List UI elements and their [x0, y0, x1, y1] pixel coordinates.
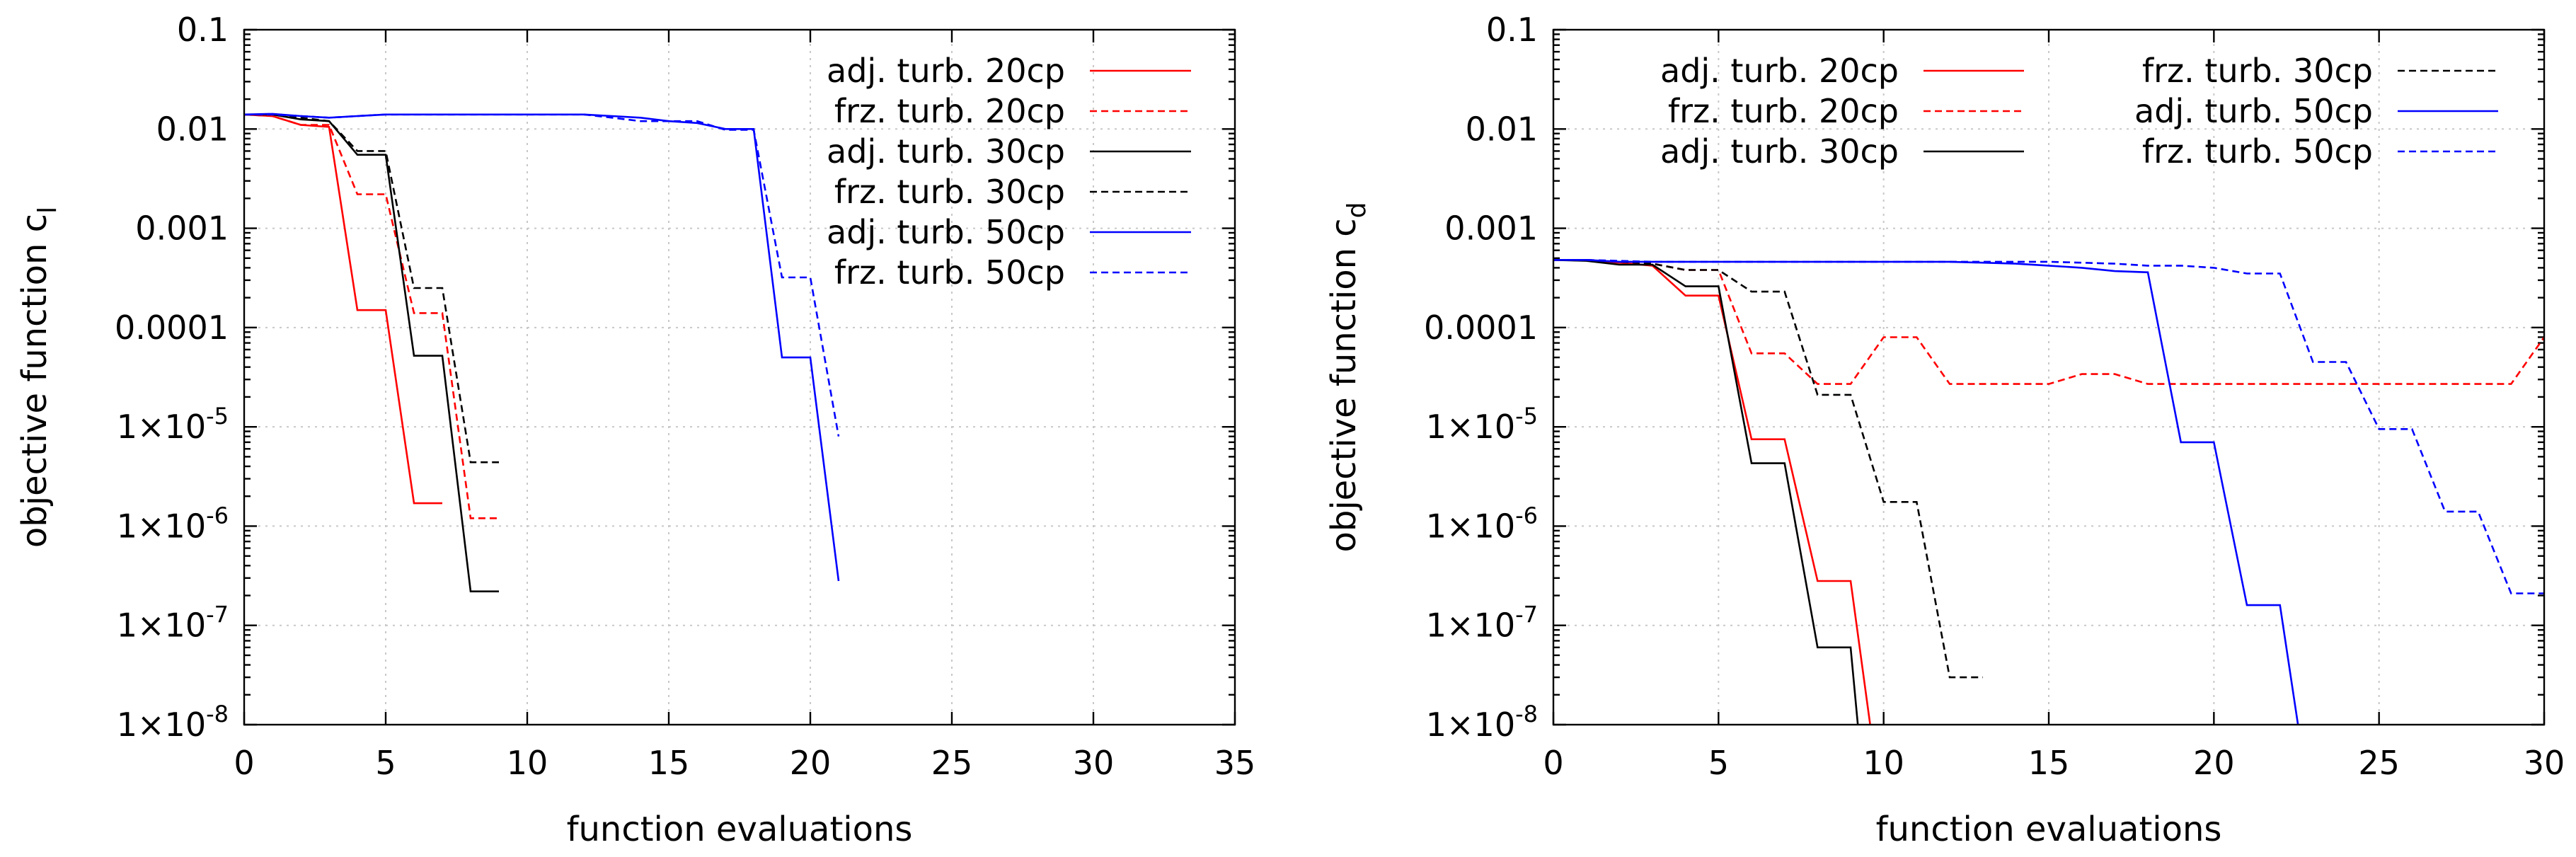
legend-label: adj. turb. 50cp — [827, 213, 1065, 251]
x-tick-label: 25 — [931, 744, 973, 782]
y-axis-label: objective function cd — [1324, 202, 1372, 552]
chart-lift-coefficient: 0.1 0.01 0.001 0.0001 1×10-5 1×10-6 1×10-7 1×10… — [15, 11, 1255, 849]
x-tick-label: 5 — [1708, 744, 1729, 782]
x-tick-label: 20 — [2193, 744, 2235, 782]
y-tick-label: 0.0001 — [1424, 309, 1538, 347]
x-tick-label: 35 — [1214, 744, 1256, 782]
x-tick-label: 30 — [2524, 744, 2565, 782]
y-tick-label: 0.001 — [1444, 209, 1538, 248]
y-tick-label: 0.01 — [156, 110, 229, 148]
legend-label: frz. turb. 20cp — [1668, 92, 1899, 130]
legend-label: adj. turb. 30cp — [827, 132, 1065, 171]
series-line-frz-turb-20cp — [1553, 258, 2544, 385]
y-tick-label: 0.001 — [135, 209, 229, 248]
x-tick-label: 0 — [234, 744, 254, 782]
chart-drag-coefficient: 0.1 0.01 0.001 0.0001 1×10-5 1×10-6 1×10-7 1×10… — [1324, 11, 2565, 849]
y-tick-label: 1×10-6 — [1426, 502, 1538, 545]
series-line-adj-turb-20cp — [244, 113, 442, 505]
axis-ticks — [1552, 28, 2546, 726]
legend-label: frz. turb. 50cp — [2142, 132, 2373, 171]
legend-label: adj. turb. 20cp — [827, 52, 1065, 90]
legend-label: adj. turb. 50cp — [2134, 92, 2373, 130]
y-tick-label: 1×10-6 — [117, 502, 229, 545]
x-tick-label: 25 — [2358, 744, 2400, 782]
x-tick-label: 15 — [648, 744, 690, 782]
gridlines — [1553, 30, 2544, 725]
series-line-adj-turb-30cp — [1553, 259, 1859, 725]
x-tick-label: 15 — [2028, 744, 2070, 782]
series-group — [244, 113, 840, 593]
axis-ticks — [243, 28, 1236, 726]
x-tick-label: 10 — [1863, 744, 1904, 782]
legend-label: adj. turb. 20cp — [1660, 52, 1899, 90]
y-tick-label: 1×10-7 — [117, 602, 229, 645]
legend-label: frz. turb. 20cp — [834, 92, 1065, 130]
x-tick-label: 10 — [507, 744, 548, 782]
plot-frame — [243, 28, 1236, 726]
plot-frame — [1552, 28, 2546, 726]
y-tick-label: 1×10-5 — [1426, 403, 1538, 446]
x-axis-label: function evaluations — [567, 810, 913, 849]
series-line-frz-turb-30cp — [1553, 258, 1983, 679]
series-line-adj-turb-50cp — [1553, 258, 2299, 725]
y-tick-label: 1×10-5 — [117, 403, 229, 446]
y-tick-label: 0.1 — [1486, 11, 1538, 49]
y-axis-label: objective function cl — [15, 207, 62, 548]
gridlines — [244, 30, 1235, 725]
x-tick-label: 0 — [1543, 744, 1563, 782]
x-tick-label: 5 — [375, 744, 396, 782]
series-line-frz-turb-30cp — [244, 113, 499, 464]
series-line-frz-turb-50cp — [244, 113, 840, 437]
legend-label: frz. turb. 50cp — [834, 253, 1065, 292]
y-tick-label: 1×10-8 — [1426, 701, 1538, 744]
y-tick-label: 0.1 — [177, 11, 229, 49]
y-tick-label: 1×10-8 — [117, 701, 229, 744]
x-axis-label: function evaluations — [1876, 810, 2222, 849]
x-tick-label: 20 — [790, 744, 832, 782]
legend-label: adj. turb. 30cp — [1660, 132, 1899, 171]
series-line-frz-turb-50cp — [1553, 258, 2544, 594]
legend-label: frz. turb. 30cp — [834, 173, 1065, 211]
series-line-adj-turb-20cp — [1553, 258, 1871, 725]
series-line-adj-turb-30cp — [244, 113, 499, 593]
y-tick-label: 0.0001 — [115, 309, 229, 347]
legend-label: frz. turb. 30cp — [2142, 52, 2373, 90]
y-tick-label: 0.01 — [1466, 110, 1538, 148]
y-tick-label: 1×10-7 — [1426, 602, 1538, 645]
series-line-adj-turb-50cp — [244, 113, 840, 582]
x-tick-label: 30 — [1073, 744, 1115, 782]
series-group — [1553, 258, 2544, 725]
series-line-frz-turb-20cp — [244, 113, 499, 519]
